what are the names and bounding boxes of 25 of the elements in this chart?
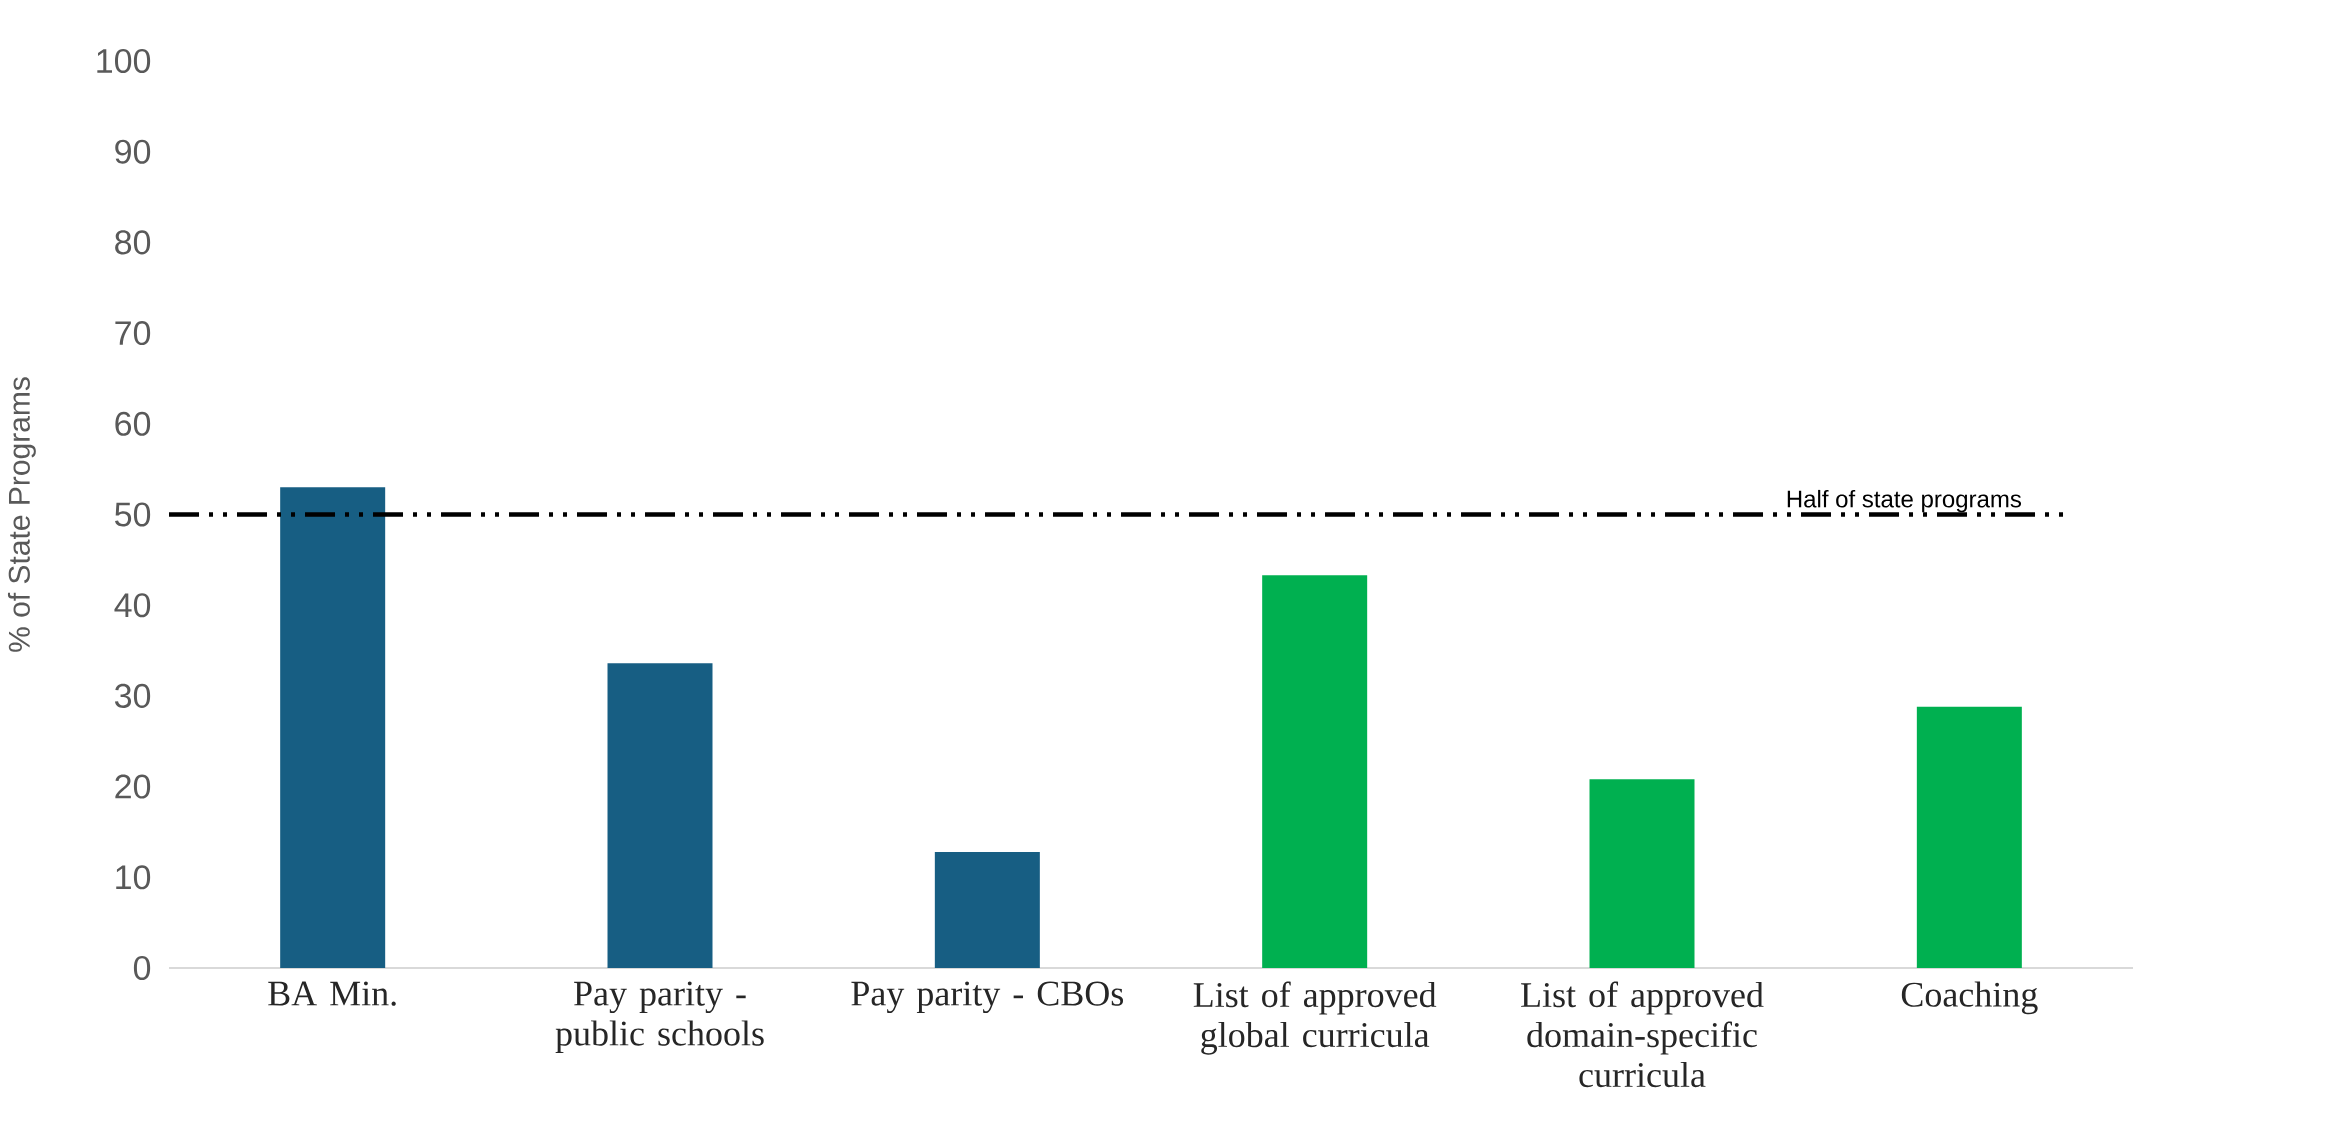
y-tick-label: 80 <box>115 230 151 255</box>
x-tick-label: Pay parity - public schools <box>555 981 764 1054</box>
y-tick-label: 20 <box>115 774 151 799</box>
y-axis-title: % of State Programs <box>7 377 36 652</box>
y-tick-label: 60 <box>115 411 151 436</box>
bar <box>1262 575 1368 968</box>
y-tick-label: 10 <box>116 865 151 890</box>
x-tick-label: List of approved global curricula <box>1193 981 1437 1055</box>
y-tick-label: 50 <box>115 502 151 527</box>
y-tick-label: 0 <box>133 955 151 981</box>
bar <box>280 487 386 968</box>
bar <box>1589 779 1695 968</box>
y-tick-label: 40 <box>114 593 151 618</box>
x-tick-label: List of approved domain-specific curricula <box>1521 981 1764 1088</box>
x-tick-label: Pay parity - CBOs <box>851 981 1123 1014</box>
bar <box>1916 706 2022 968</box>
x-tick-label: Coaching <box>1901 981 2038 1015</box>
ref-line-label: Half of state programs <box>1787 489 2022 513</box>
y-tick-label: 30 <box>114 683 151 708</box>
x-tick-label: BA Min. <box>268 981 396 1006</box>
y-tick-label: 100 <box>97 48 151 74</box>
bar <box>934 851 1040 968</box>
bar <box>607 663 713 968</box>
y-tick-label: 70 <box>115 321 151 346</box>
y-tick-label: 90 <box>115 139 151 164</box>
